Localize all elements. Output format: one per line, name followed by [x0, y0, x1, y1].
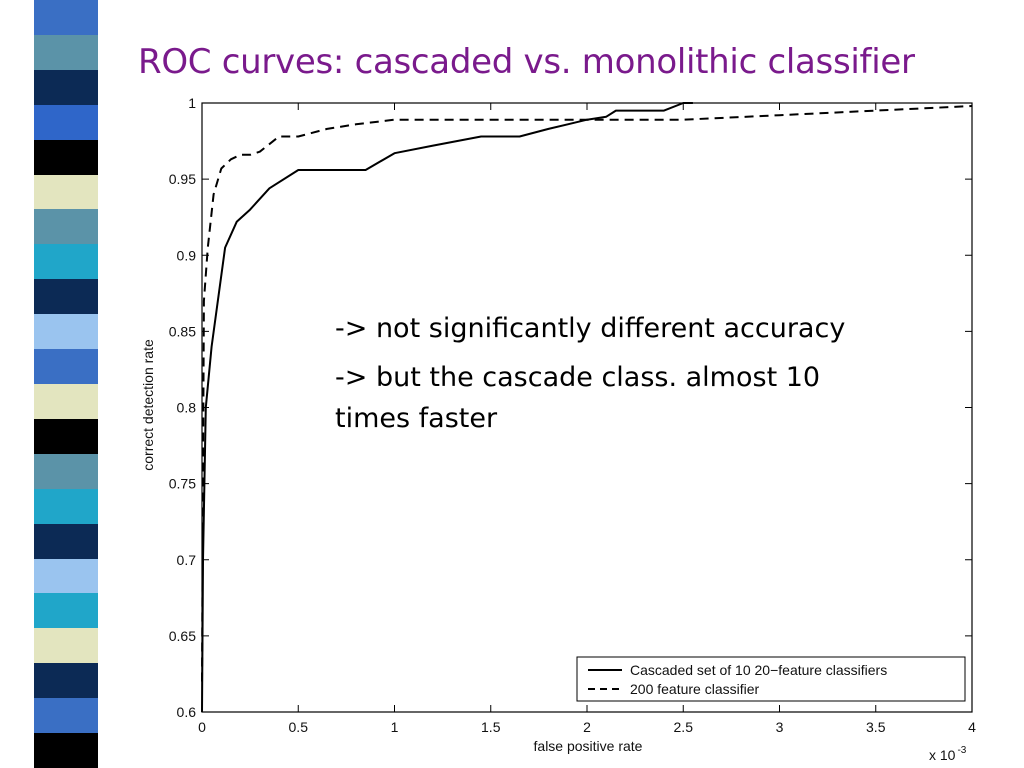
x-tick-label: 1.5 [481, 719, 501, 735]
x-tick-label: 2 [583, 719, 591, 735]
y-tick-label: 0.7 [177, 552, 197, 568]
x-axis-multiplier-exponent: -3 [957, 745, 966, 756]
stripe-segment [34, 663, 98, 699]
x-tick-label: 0 [198, 719, 206, 735]
y-axis-label: correct detection rate [140, 339, 156, 471]
x-tick-label: 3 [776, 719, 784, 735]
stripe-segment [34, 69, 98, 106]
decorative-stripe [34, 0, 98, 768]
bullet-speed: -> but the cascade class. almost 10 time… [335, 362, 821, 434]
stripe-segment [34, 384, 98, 420]
stripe-segment [34, 418, 98, 455]
stripe-segment [34, 349, 98, 385]
y-axis-ticks: 0.6 0.65 0.7 0.75 0.8 0.85 0.9 0.95 1 [169, 95, 972, 720]
stripe-segment [34, 244, 98, 280]
y-tick-label: 0.9 [177, 247, 197, 263]
y-tick-label: 0.75 [169, 476, 196, 492]
stripe-segment [34, 104, 98, 141]
stripe-segment [34, 733, 98, 768]
x-tick-label: 1 [391, 719, 399, 735]
stripe-segment [34, 34, 98, 71]
stripe-segment [34, 209, 98, 245]
stripe-segment [34, 314, 98, 350]
series-line-monolithic [201, 105, 973, 682]
series-lines [201, 102, 973, 713]
stripe-segment [34, 558, 98, 594]
legend-box [576, 656, 966, 702]
y-tick-label: 0.6 [177, 704, 197, 720]
y-tick-label: 0.8 [177, 400, 197, 416]
x-tick-label: 3.5 [866, 719, 886, 735]
x-axis-multiplier: x 10 -3 [929, 745, 967, 763]
y-tick-label: 0.95 [169, 171, 196, 187]
legend-label-cascaded: Cascaded set of 10 20−feature classifier… [630, 662, 887, 678]
stripe-segment [34, 279, 98, 315]
stripe-segment [34, 453, 98, 490]
stripe-segment [34, 698, 98, 734]
x-tick-label: 2.5 [674, 719, 694, 735]
stripe-segment [34, 174, 98, 210]
stripe-segment [34, 0, 98, 36]
x-tick-label: 0.5 [289, 719, 309, 735]
chart-legend: Cascaded set of 10 20−feature classifier… [576, 656, 966, 702]
stripe-segment [34, 488, 98, 525]
slide-title: ROC curves: cascaded vs. monolithic clas… [138, 42, 915, 82]
series-line-cascaded [201, 102, 693, 713]
stripe-segment [34, 593, 98, 629]
y-tick-label: 0.85 [169, 323, 196, 339]
stripe-segment [34, 139, 98, 176]
stripe-segment [34, 523, 98, 560]
x-axis-label: false positive rate [534, 738, 643, 754]
x-axis-multiplier-label: x 10 [929, 747, 956, 763]
stripe-segment [34, 628, 98, 664]
y-tick-label: 1 [188, 95, 196, 111]
x-axis-ticks: 0 0.5 1 1.5 2 2.5 3 3.5 4 [198, 103, 976, 735]
slide-notes: -> not significantly different accuracy … [335, 308, 855, 447]
legend-label-monolithic: 200 feature classifier [630, 681, 760, 697]
x-tick-label: 4 [968, 719, 976, 735]
bullet-accuracy: -> not significantly different accuracy [335, 313, 846, 344]
y-tick-label: 0.65 [169, 628, 196, 644]
